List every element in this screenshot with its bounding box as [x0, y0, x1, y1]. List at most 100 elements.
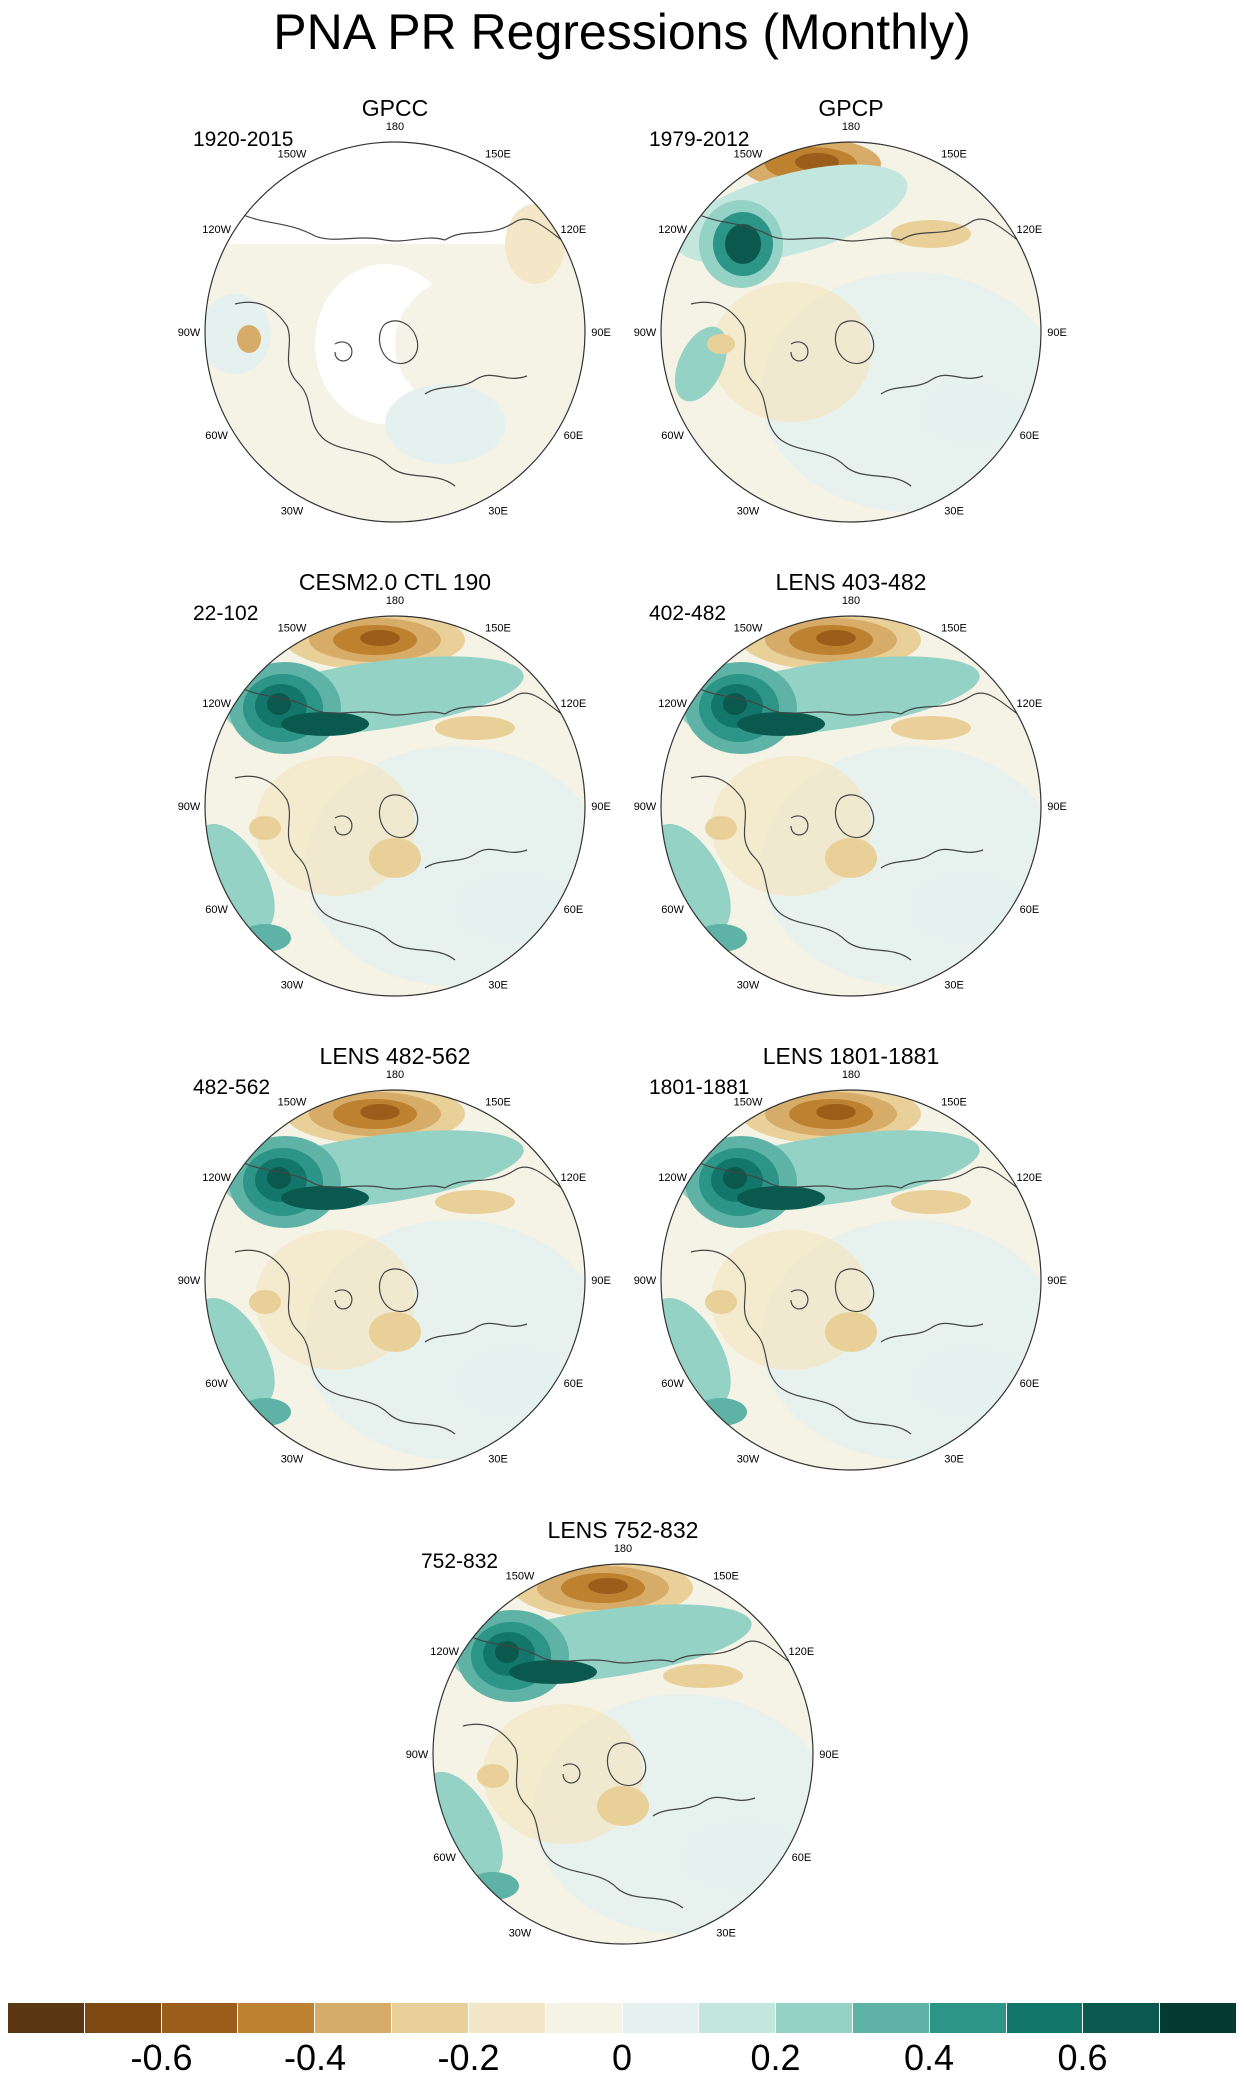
map-panel-lens-482-562: LENS 482-562 482-562 180 150E 120E 90E 60E 30…: [175, 1042, 615, 1482]
map-panel-lens-1801-1881: LENS 1801-1881 1801-1881 180 150E 120E 90E 6…: [631, 1042, 1071, 1482]
contour-region: [891, 716, 971, 740]
coastline: [790, 815, 809, 836]
coastline: [236, 685, 446, 716]
contour-region: [816, 630, 856, 646]
panel-period: 1920-2015: [193, 128, 294, 151]
longitude-label: 60E: [1020, 904, 1040, 916]
longitude-label: 120E: [561, 1172, 587, 1184]
contour-region: [239, 924, 291, 952]
map-boundary: [660, 141, 1042, 523]
coastline: [236, 211, 446, 242]
contour-region: [725, 224, 761, 264]
longitude-label: 150W: [278, 1097, 307, 1109]
longitude-label: 90W: [178, 1275, 201, 1287]
longitude-label: 60W: [433, 1852, 456, 1864]
colorbar-tick-label: -0.2: [437, 2037, 500, 2078]
contour-region: [495, 1641, 519, 1663]
coastline: [324, 1387, 456, 1435]
coastline: [334, 815, 353, 836]
coastline: [692, 211, 902, 242]
coastline: [606, 1742, 647, 1787]
coastline: [334, 341, 353, 362]
map-boundary: [204, 1089, 586, 1471]
coastline: [880, 1322, 984, 1343]
longitude-label: 150E: [485, 1097, 511, 1109]
longitude-label: 180: [842, 595, 860, 607]
panel-period: 1801-1881: [649, 1076, 750, 1099]
longitude-label: 60W: [661, 904, 684, 916]
coastline: [900, 692, 1024, 719]
longitude-label: 30E: [716, 1927, 736, 1939]
panel-title: LENS 1801-1881: [762, 1043, 940, 1069]
longitude-label: 60W: [205, 430, 228, 442]
longitude-label: 180: [614, 1543, 632, 1555]
colorbar-swatch: [852, 2003, 930, 2033]
panel-title: LENS 482-562: [319, 1043, 471, 1069]
coastline: [690, 1249, 782, 1389]
panel-period: 482-562: [193, 1076, 271, 1099]
map-panel-cesm2-ctl: CESM2.0 CTL 190 22-102 180 150E 120E 90E 60E…: [175, 568, 615, 1008]
contour-region: [205, 294, 271, 374]
longitude-label: 60E: [564, 1378, 584, 1390]
contour-region: [509, 1660, 597, 1684]
coastline: [834, 1268, 875, 1313]
longitude-label: 90E: [1047, 327, 1067, 339]
longitude-label: 90W: [634, 801, 657, 813]
panel-title: CESM2.0 CTL 190: [298, 569, 492, 595]
coastline: [900, 218, 1024, 245]
contour-region: [695, 1398, 747, 1426]
longitude-label: 120W: [658, 698, 687, 710]
colorbar-swatch: [238, 2003, 316, 2033]
coastline: [324, 913, 456, 961]
coastline: [234, 1249, 326, 1389]
longitude-label: 90E: [591, 801, 611, 813]
contour-region: [737, 1186, 825, 1210]
coastline: [444, 1166, 568, 1193]
contour-region: [455, 1348, 575, 1416]
colorbar-swatch: [1006, 2003, 1084, 2033]
contour-region: [737, 712, 825, 736]
contour-region: [267, 693, 291, 715]
longitude-label: 90W: [178, 327, 201, 339]
contour-region: [825, 838, 877, 878]
longitude-label: 90W: [634, 327, 657, 339]
longitude-label: 120W: [202, 224, 231, 236]
longitude-label: 0: [848, 1007, 854, 1008]
longitude-label: 150W: [734, 1097, 763, 1109]
coastline: [234, 301, 326, 441]
contour-region: [467, 1872, 519, 1900]
coastline: [690, 301, 782, 441]
coastline: [234, 775, 326, 915]
longitude-label: 120W: [202, 698, 231, 710]
longitude-label: 180: [386, 595, 404, 607]
longitude-label: 180: [386, 1069, 404, 1081]
figure-title: PNA PR Regressions (Monthly): [273, 4, 971, 60]
colorbar-swatch: [8, 2003, 85, 2033]
contour-region: [433, 1771, 503, 1881]
panel-title: GPCC: [361, 95, 429, 121]
coastline: [780, 439, 912, 487]
contour-region: [723, 693, 747, 715]
coastline: [652, 1796, 756, 1817]
contour-region: [661, 1297, 731, 1407]
contour-region: [663, 1664, 743, 1688]
longitude-label: 60W: [661, 430, 684, 442]
longitude-label: 0: [848, 1481, 854, 1482]
longitude-label: 90W: [634, 1275, 657, 1287]
coastline: [462, 1723, 554, 1863]
contour-region: [205, 823, 275, 933]
longitude-label: 0: [620, 1955, 626, 1956]
polar-map: 180 150E 120E 90E 60E 30E 0 30W 60W 90W 120W 150W: [634, 1069, 1067, 1482]
polar-map: 180 150E 120E 90E 60E 30E 0 30W 60W 90W 120W 150W: [634, 595, 1067, 1008]
colorbar-swatch: [699, 2003, 777, 2033]
contour-region: [239, 1398, 291, 1426]
contour-region: [369, 838, 421, 878]
contour-region: [891, 220, 971, 248]
contour-region: [281, 712, 369, 736]
longitude-label: 150W: [734, 149, 763, 161]
colorbar-swatch: [392, 2003, 469, 2033]
coastline: [672, 1640, 796, 1667]
coastline: [378, 794, 419, 839]
colorbar-swatch: [622, 2003, 700, 2033]
longitude-label: 90E: [591, 1275, 611, 1287]
